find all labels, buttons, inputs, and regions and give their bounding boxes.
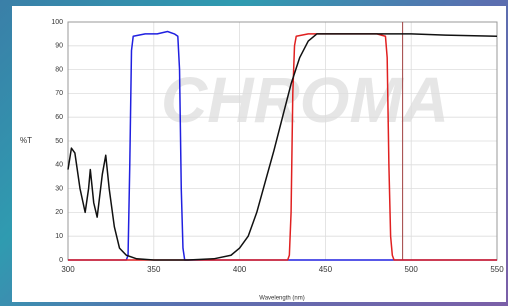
y-tick-label: 100 — [51, 19, 63, 26]
y-tick-label: 70 — [55, 90, 63, 97]
x-tick-label: 450 — [319, 265, 333, 274]
y-tick-label: 40 — [55, 162, 63, 169]
y-tick-label: 60 — [55, 114, 63, 121]
x-axis-label: Wavelength (nm) — [259, 296, 304, 302]
x-tick-label: 350 — [147, 265, 161, 274]
y-axis-label: %T — [20, 136, 32, 145]
watermark: CHROMA — [161, 64, 449, 136]
y-tick-label: 0 — [59, 257, 63, 264]
x-tick-label: 300 — [61, 265, 75, 274]
x-tick-label: 550 — [490, 265, 504, 274]
chart: CHROMA %T Wavelength (nm) 0 10 20 30 40 50 60 7… — [0, 0, 508, 306]
y-tick-label: 90 — [55, 43, 63, 50]
x-tick-label: 500 — [405, 265, 419, 274]
y-tick-label: 10 — [55, 233, 63, 240]
y-tick-label: 80 — [55, 66, 63, 73]
y-tick-label: 20 — [55, 209, 63, 216]
page: CHROMA %T Wavelength (nm) 0 10 20 30 40 50 60 7… — [0, 0, 508, 306]
y-tick-label: 50 — [55, 138, 63, 145]
x-tick-label: 400 — [233, 265, 247, 274]
chart-panel — [12, 6, 506, 302]
y-tick-label: 30 — [55, 185, 63, 192]
